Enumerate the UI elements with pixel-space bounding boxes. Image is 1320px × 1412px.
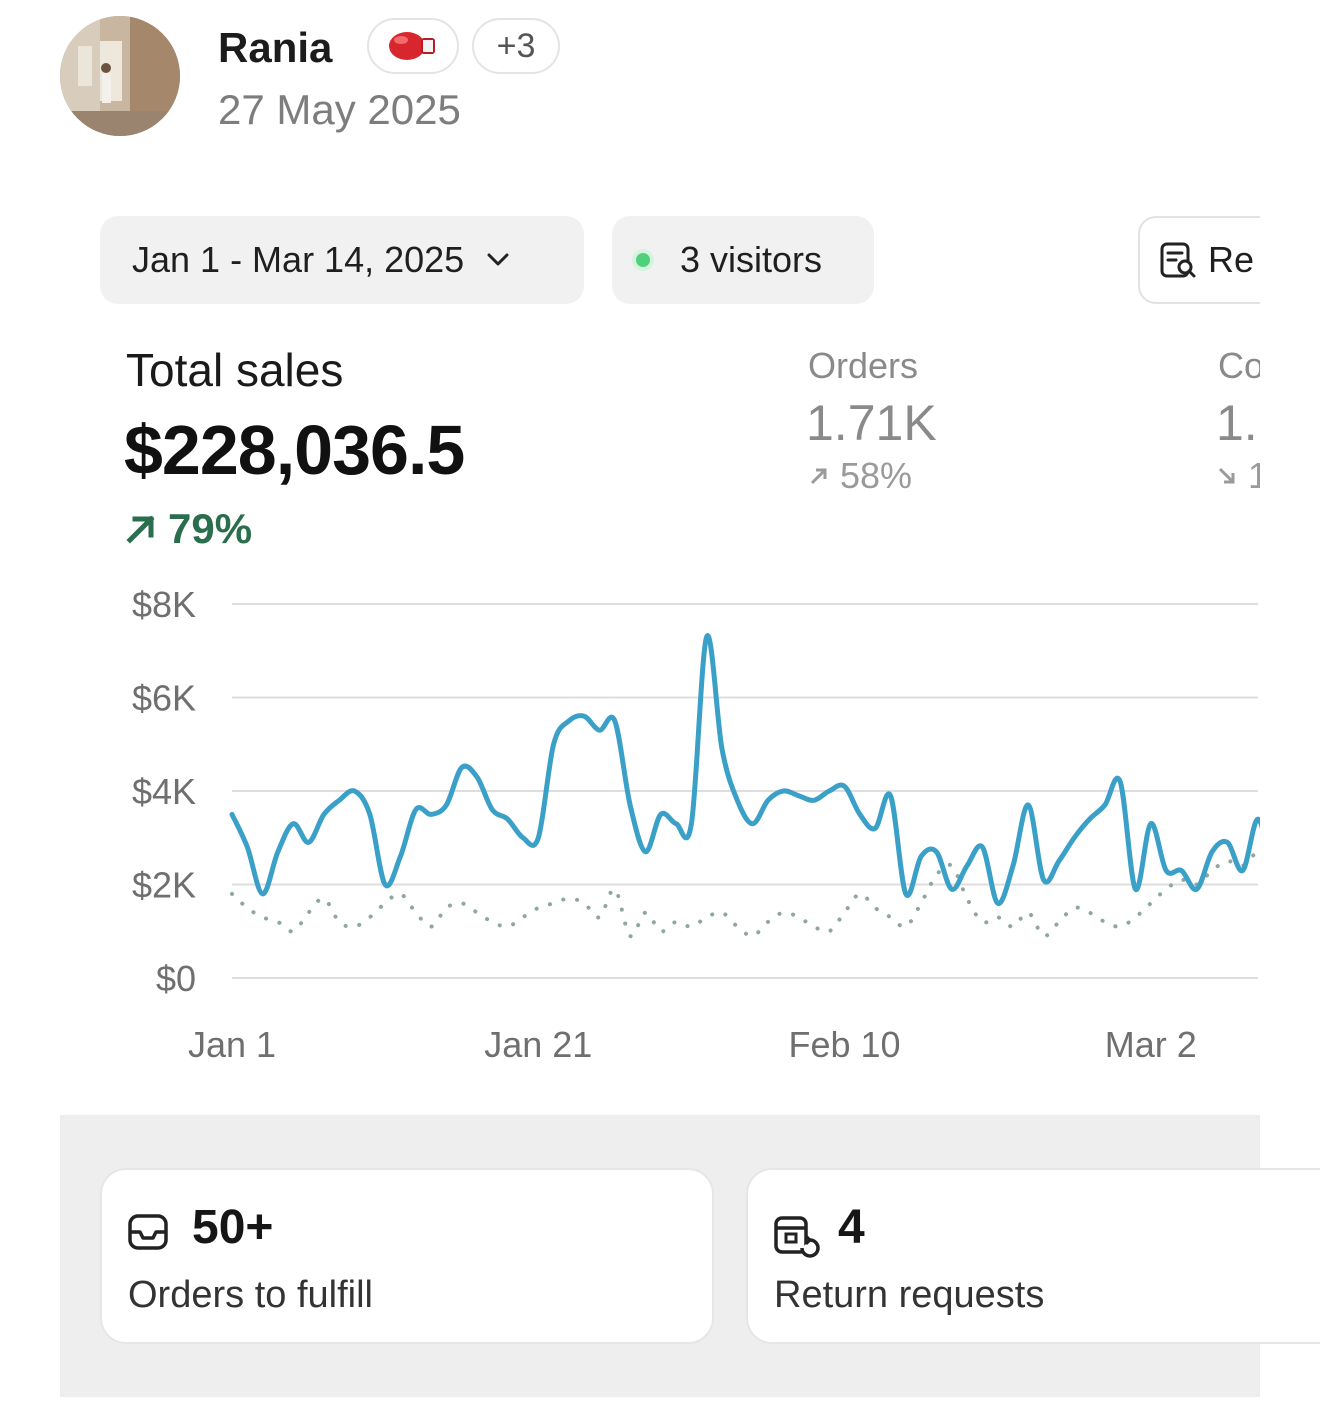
- return-requests-card[interactable]: 4 Return requests: [746, 1168, 1320, 1344]
- orders-label[interactable]: Orders: [808, 345, 919, 386]
- arrow-down-right-icon: [1218, 467, 1235, 484]
- sales-series-line: [229, 633, 1292, 906]
- orders-to-fulfill-card[interactable]: 50+ Orders to fulfill: [100, 1168, 714, 1344]
- x-tick-label: Mar 2: [1105, 1024, 1197, 1065]
- sales-line-chart: $8K $6K $4K $2K $0 Jan 1 Jan 21 Feb 10 Mar 2: [132, 584, 1292, 1065]
- chart-series: [229, 633, 1292, 939]
- y-tick-label: $8K: [132, 584, 196, 625]
- author-name[interactable]: Rania: [218, 24, 333, 71]
- date-range-label: Jan 1 - Mar 14, 2025: [132, 239, 465, 280]
- total-sales-label[interactable]: Total sales: [126, 344, 344, 396]
- return-box-icon: [772, 1210, 820, 1263]
- total-sales-change-value: 79%: [168, 505, 253, 552]
- chart-x-axis: Jan 1 Jan 21 Feb 10 Mar 2: [188, 1024, 1197, 1065]
- third-metric-label[interactable]: Co: [1218, 345, 1265, 386]
- chevron-down-icon: [486, 252, 510, 268]
- return-requests-value: 4: [838, 1201, 865, 1254]
- chart-gridlines: [232, 603, 1258, 979]
- orders-change-value: 58%: [840, 455, 913, 496]
- total-sales-value: $228,036.5: [124, 411, 465, 489]
- total-sales-change: 79%: [124, 505, 252, 553]
- y-tick-label: $6K: [132, 678, 196, 719]
- y-tick-label: $0: [156, 958, 196, 999]
- orders-to-fulfill-value: 50+: [192, 1201, 274, 1254]
- report-label: Re: [1208, 239, 1255, 280]
- orders-change: 58%: [808, 455, 912, 497]
- live-visitors-button[interactable]: 3 visitors: [612, 216, 874, 304]
- report-search-icon: [1158, 240, 1198, 280]
- y-tick-label: $2K: [132, 865, 196, 906]
- orders-to-fulfill-label: Orders to fulfill: [128, 1274, 373, 1316]
- live-status-dot-icon: [636, 253, 650, 267]
- post-date: 27 May 2025: [218, 86, 461, 133]
- x-tick-label: Feb 10: [788, 1024, 900, 1065]
- arrow-up-right-icon: [810, 468, 827, 485]
- visitors-label: 3 visitors: [680, 239, 823, 280]
- x-tick-label: Jan 1: [188, 1024, 276, 1065]
- reaction-pill[interactable]: [367, 18, 459, 74]
- arrow-up-right-icon: [126, 515, 155, 544]
- author-avatar[interactable]: [60, 16, 180, 136]
- avatar-photo: [60, 16, 180, 136]
- chart-y-axis: $8K $6K $4K $2K $0: [132, 584, 196, 999]
- third-metric-value: 1.: [1216, 395, 1258, 451]
- more-reactions-pill[interactable]: +3: [472, 18, 560, 74]
- date-range-selector[interactable]: Jan 1 - Mar 14, 2025: [100, 216, 584, 304]
- inbox-icon: [126, 1210, 170, 1259]
- y-tick-label: $4K: [132, 771, 196, 812]
- return-requests-label: Return requests: [774, 1274, 1045, 1316]
- boxing-glove-icon: [389, 32, 435, 60]
- x-tick-label: Jan 21: [484, 1024, 592, 1065]
- orders-value: 1.71K: [806, 395, 937, 451]
